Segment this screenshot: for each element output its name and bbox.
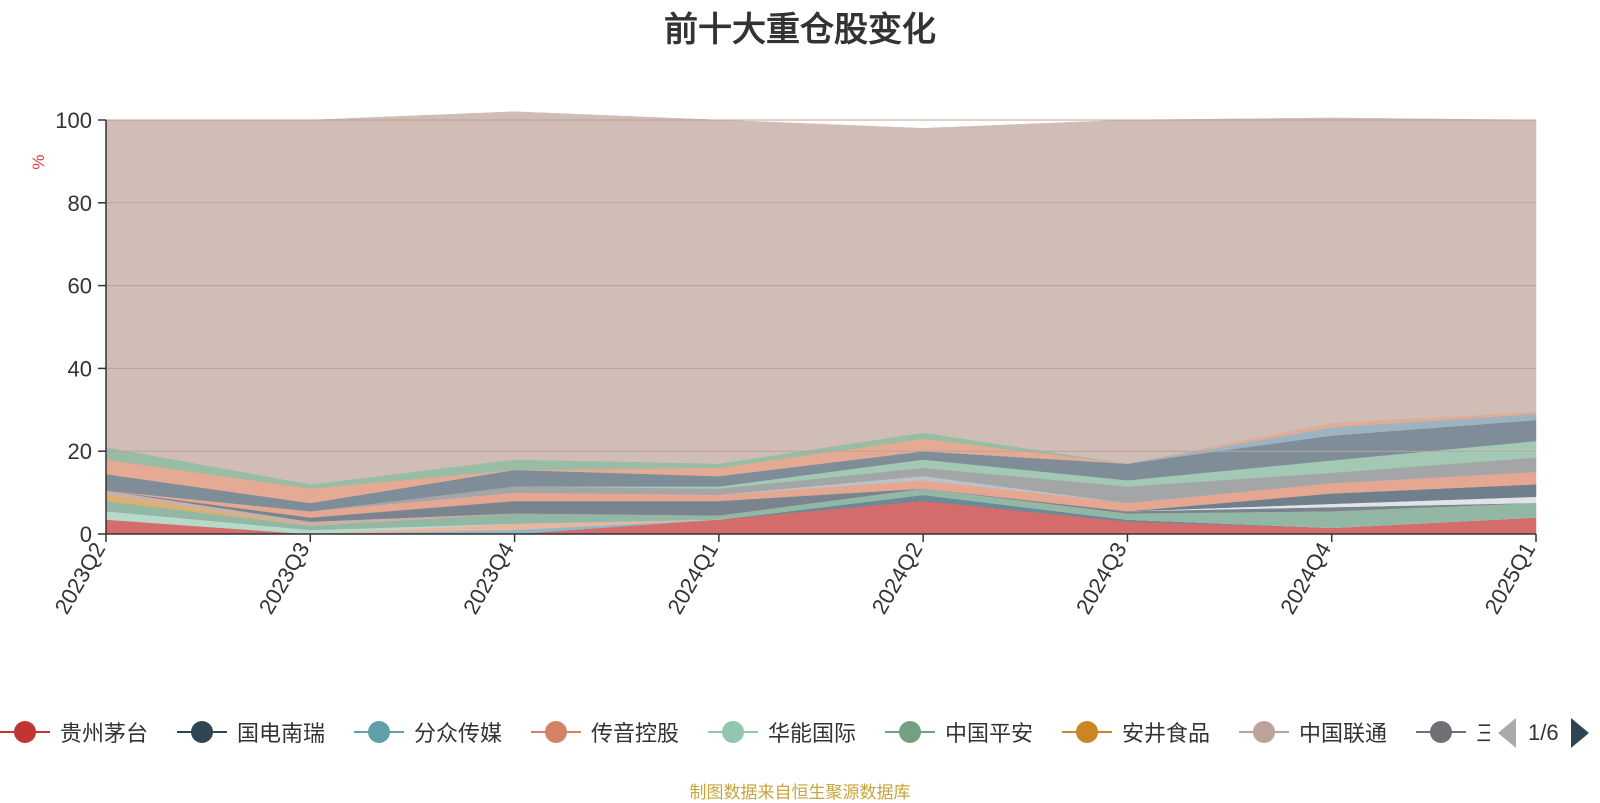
legend-item[interactable]: 三 (1416, 712, 1490, 752)
legend-marker-icon (1416, 720, 1466, 744)
x-tick-label: 2024Q2 (867, 538, 928, 618)
x-tick-label: 2023Q3 (254, 538, 315, 618)
legend-item[interactable]: 国电南瑞 (177, 712, 325, 752)
x-tick-label: 2024Q1 (662, 538, 723, 618)
legend-next-page-arrow-icon[interactable] (1570, 718, 1589, 748)
legend-marker-icon (177, 720, 227, 744)
area-series-19 (105, 111, 1537, 485)
x-tick-label: 2025Q1 (1480, 538, 1541, 618)
legend-label: 中国平安 (945, 721, 1034, 746)
stacked-areas (105, 111, 1537, 535)
legend-marker-icon (0, 720, 50, 744)
legend-label: 华能国际 (768, 721, 857, 746)
legend-marker-icon (708, 720, 758, 744)
y-tick-label: 80 (68, 191, 92, 216)
legend-item[interactable]: 安井食品 (1062, 712, 1210, 752)
y-tick-label: 0 (80, 522, 92, 547)
legend-item[interactable]: 传音控股 (531, 712, 679, 752)
legend-prev-page-arrow-icon[interactable] (1498, 718, 1516, 748)
legend-label: 传音控股 (591, 721, 680, 746)
x-tick-label: 2024Q4 (1275, 538, 1336, 618)
legend-marker-icon (354, 720, 404, 744)
legend-label: 国电南瑞 (237, 721, 326, 746)
source-note: 制图数据来自恒生聚源数据库 (689, 783, 911, 802)
legend-marker-icon (1239, 720, 1289, 744)
x-tick-label: 2023Q4 (458, 538, 519, 618)
legend-item[interactable]: 中国联通 (1239, 712, 1387, 752)
y-tick-label: 100 (55, 108, 92, 133)
legend-item[interactable]: 贵州茅台 (0, 712, 148, 752)
legend-item[interactable]: 华能国际 (708, 712, 856, 752)
x-tick-label: 2024Q3 (1071, 538, 1132, 618)
y-tick-label: 20 (68, 439, 92, 464)
legend: 贵州茅台 国电南瑞 分众传媒 传音控股 华能国际 中国平安 安井食品 中国联通 三 (0, 712, 1490, 752)
legend-marker-icon (885, 720, 935, 744)
legend-item[interactable]: 分众传媒 (354, 712, 502, 752)
legend-label: 安井食品 (1122, 721, 1211, 746)
chart-plot: 0 20 40 60 80 100% 2023Q2 2023Q3 2023Q4 2024Q1 202… (29, 108, 1541, 618)
legend-label: 贵州茅台 (60, 721, 149, 746)
chart-title: 前十大重仓股变化 (664, 11, 936, 49)
y-tick-label: 40 (68, 356, 92, 381)
legend-marker-icon (531, 720, 581, 744)
x-tick-label: 2023Q2 (50, 538, 111, 618)
legend-page-indicator: 1/6 (1528, 720, 1559, 745)
y-axis-label: % (29, 154, 48, 169)
y-tick-label: 60 (68, 274, 92, 299)
legend-marker-icon (1062, 720, 1112, 744)
legend-pager: 1/6 (1498, 716, 1589, 750)
legend-label: 三 (1476, 721, 1490, 746)
legend-label: 分众传媒 (414, 721, 503, 746)
legend-label: 中国联通 (1299, 721, 1388, 746)
legend-item[interactable]: 中国平安 (885, 712, 1033, 752)
